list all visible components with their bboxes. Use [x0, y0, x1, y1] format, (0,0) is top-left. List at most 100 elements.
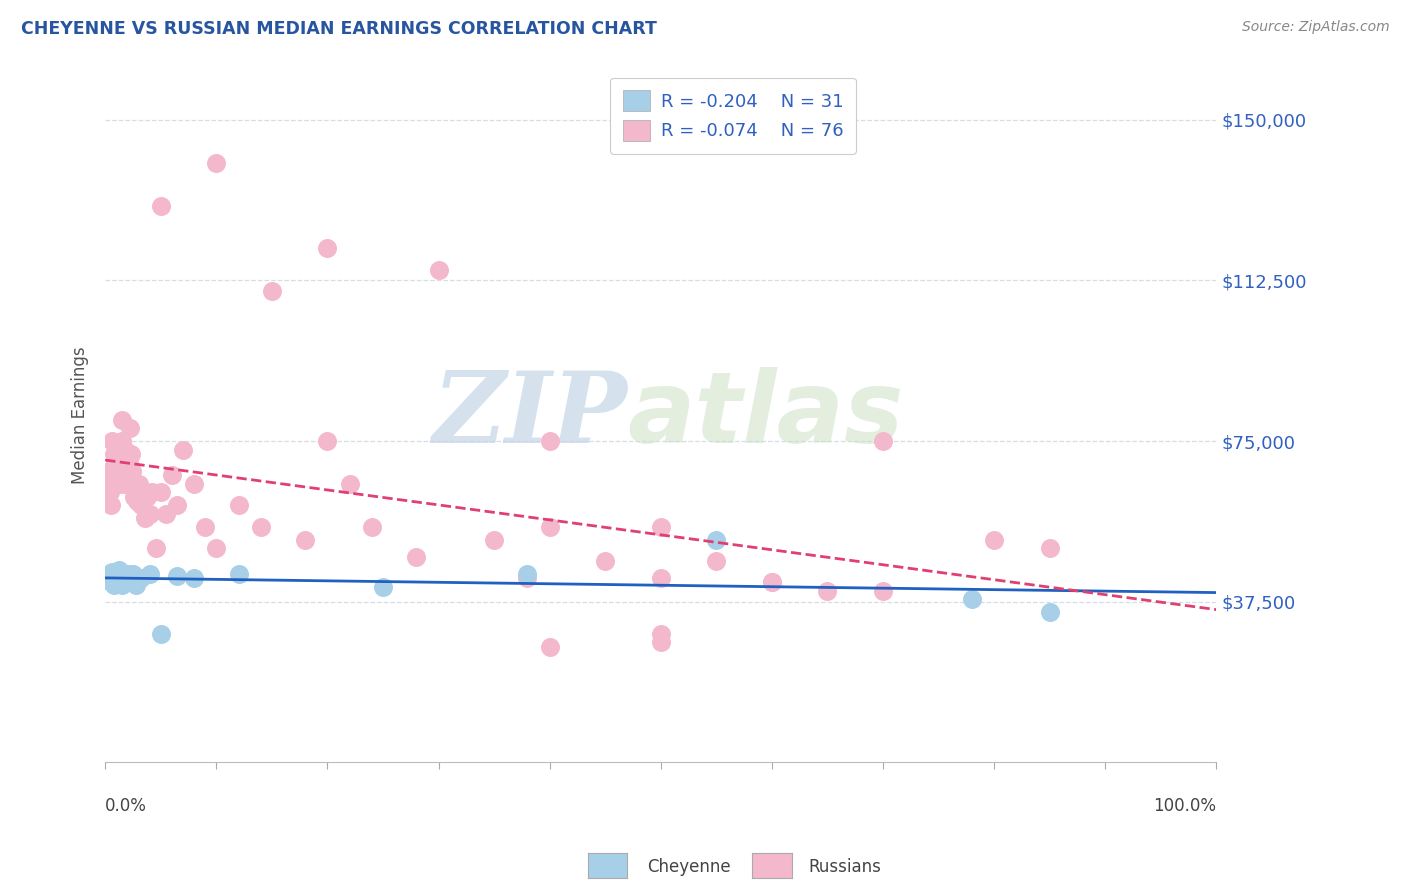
Point: [117, 569, 139, 583]
Point: [516, 566, 538, 581]
Point: [138, 566, 160, 581]
Point: [183, 476, 205, 491]
Point: [260, 284, 283, 298]
Point: [316, 434, 339, 448]
Point: [103, 447, 125, 461]
Point: [650, 626, 672, 640]
Text: CHEYENNE VS RUSSIAN MEDIAN EARNINGS CORRELATION CHART: CHEYENNE VS RUSSIAN MEDIAN EARNINGS CORR…: [21, 20, 657, 37]
Point: [125, 577, 148, 591]
Point: [183, 571, 205, 585]
Point: [107, 572, 129, 586]
Point: [205, 541, 228, 555]
Point: [593, 554, 616, 568]
Point: [166, 569, 188, 583]
Point: [107, 476, 129, 491]
Point: [228, 566, 250, 581]
Point: [129, 498, 152, 512]
Point: [339, 476, 361, 491]
Text: 0.0%: 0.0%: [105, 797, 148, 815]
Point: [111, 412, 134, 426]
Text: Cheyenne: Cheyenne: [647, 858, 730, 876]
Point: [101, 565, 124, 579]
Point: [538, 434, 561, 448]
Point: [108, 565, 131, 579]
Point: [111, 455, 134, 469]
Point: [101, 571, 124, 585]
Text: atlas: atlas: [627, 367, 904, 464]
Point: [516, 571, 538, 585]
Point: [149, 485, 172, 500]
Point: [249, 519, 271, 533]
Point: [108, 464, 131, 478]
Point: [149, 198, 172, 212]
Point: [405, 549, 427, 564]
Point: [482, 533, 505, 547]
Point: [160, 468, 183, 483]
Point: [761, 575, 783, 590]
Point: [96, 476, 118, 491]
Point: [983, 533, 1005, 547]
Point: [650, 571, 672, 585]
Point: [121, 464, 143, 478]
Point: [149, 626, 172, 640]
Point: [960, 592, 983, 607]
Point: [114, 442, 136, 457]
Legend: R = -0.204    N = 31, R = -0.074    N = 76: R = -0.204 N = 31, R = -0.074 N = 76: [610, 78, 856, 153]
Point: [360, 519, 382, 533]
Point: [538, 519, 561, 533]
Point: [872, 583, 894, 598]
Point: [114, 566, 136, 581]
Point: [117, 455, 139, 469]
Point: [141, 485, 163, 500]
Y-axis label: Median Earnings: Median Earnings: [72, 347, 89, 484]
Point: [98, 569, 121, 583]
Point: [132, 485, 155, 500]
Point: [128, 476, 150, 491]
Point: [101, 434, 124, 448]
Point: [108, 438, 131, 452]
Point: [538, 640, 561, 654]
Text: Russians: Russians: [808, 858, 882, 876]
Point: [104, 566, 127, 581]
Point: [122, 490, 145, 504]
Point: [127, 494, 149, 508]
Point: [125, 485, 148, 500]
Point: [136, 490, 159, 504]
Point: [103, 577, 125, 591]
Point: [650, 635, 672, 649]
Point: [704, 554, 727, 568]
Point: [104, 455, 127, 469]
Point: [650, 519, 672, 533]
Point: [97, 566, 120, 581]
Point: [100, 498, 122, 512]
Point: [134, 511, 156, 525]
Point: [105, 570, 128, 584]
Point: [155, 507, 177, 521]
Point: [110, 571, 132, 585]
Point: [118, 566, 141, 581]
Point: [117, 468, 139, 483]
Point: [100, 575, 122, 590]
Point: [111, 577, 134, 591]
Point: [97, 464, 120, 478]
Point: [112, 575, 135, 590]
Point: [194, 519, 217, 533]
Point: [205, 155, 228, 169]
Point: [872, 434, 894, 448]
Point: [107, 562, 129, 576]
Point: [145, 541, 167, 555]
Point: [111, 434, 134, 448]
Point: [122, 476, 145, 491]
Point: [294, 533, 316, 547]
Point: [122, 566, 145, 581]
Point: [107, 451, 129, 466]
Point: [371, 580, 394, 594]
Point: [120, 447, 142, 461]
Point: [427, 262, 450, 277]
Point: [98, 485, 121, 500]
Point: [105, 468, 128, 483]
Point: [1039, 605, 1062, 619]
Text: ZIP: ZIP: [433, 368, 627, 464]
Text: Source: ZipAtlas.com: Source: ZipAtlas.com: [1241, 20, 1389, 34]
Point: [129, 571, 152, 585]
